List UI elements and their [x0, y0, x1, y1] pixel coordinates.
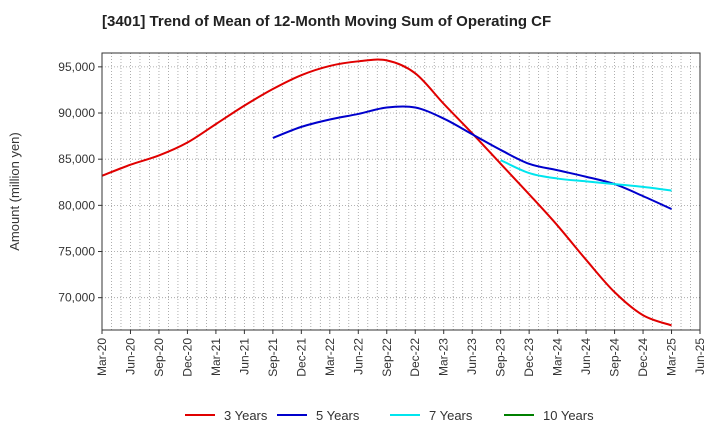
x-tick-label: Dec-21 — [294, 338, 308, 377]
legend-item-10-years: 10 Years — [504, 408, 594, 423]
x-tick-label: Mar-22 — [323, 338, 337, 376]
x-tick-label: Dec-20 — [180, 338, 194, 377]
legend-item-3-years: 3 Years — [185, 408, 268, 423]
x-tick-label: Jun-23 — [465, 338, 479, 375]
y-tick-label: 80,000 — [58, 198, 95, 212]
x-tick-label: Jun-21 — [237, 338, 251, 375]
x-tick-label: Jun-24 — [579, 338, 593, 375]
x-tick-label: Mar-20 — [95, 338, 109, 376]
x-tick-label: Sep-21 — [266, 338, 280, 377]
y-tick-label: 85,000 — [58, 152, 95, 166]
y-axis-title: Amount (million yen) — [7, 132, 22, 251]
x-tick-label: Dec-24 — [636, 338, 650, 377]
legend-label: 3 Years — [224, 408, 268, 423]
x-tick-label: Mar-21 — [209, 338, 223, 376]
y-tick-label: 95,000 — [58, 60, 95, 74]
y-tick-label: 70,000 — [58, 291, 95, 305]
series-line-3-years — [101, 58, 672, 327]
plot-area — [102, 53, 700, 330]
chart-title: [3401] Trend of Mean of 12-Month Moving … — [102, 13, 552, 30]
legend-label: 10 Years — [543, 408, 594, 423]
legend-label: 7 Years — [429, 408, 473, 423]
x-tick-label: Dec-22 — [408, 338, 422, 377]
x-tick-label: Mar-23 — [437, 338, 451, 376]
series-line-7-years — [500, 159, 672, 192]
legend-label: 5 Years — [316, 408, 360, 423]
x-tick-label: Dec-23 — [522, 338, 536, 377]
x-tick-label: Jun-20 — [123, 338, 137, 375]
x-tick-label: Mar-24 — [551, 338, 565, 376]
y-tick-label: 75,000 — [58, 245, 95, 259]
legend-item-5-years: 5 Years — [277, 408, 360, 423]
legend-item-7-years: 7 Years — [390, 408, 473, 423]
x-tick-label: Sep-24 — [608, 338, 622, 377]
plot-frame — [101, 52, 701, 331]
x-tick-label: Sep-22 — [380, 338, 394, 377]
x-tick-label: Sep-23 — [494, 338, 508, 377]
x-tick-label: Sep-20 — [152, 338, 166, 377]
x-tick-label: Jun-22 — [351, 338, 365, 375]
series-line-5-years — [272, 105, 672, 210]
x-tick-label: Jun-25 — [693, 338, 707, 375]
y-tick-label: 90,000 — [58, 106, 95, 120]
x-tick-label: Mar-25 — [665, 338, 679, 376]
